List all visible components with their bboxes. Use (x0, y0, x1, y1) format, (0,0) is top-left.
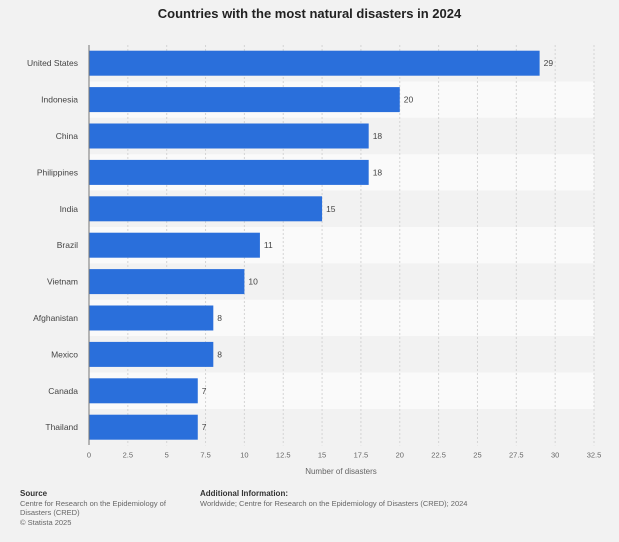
x-tick-label: 2.5 (123, 450, 133, 459)
category-label: United States (27, 58, 78, 68)
category-label: Mexico (51, 349, 78, 359)
bar[interactable] (89, 305, 214, 331)
bar[interactable] (89, 50, 540, 76)
x-axis-label: Number of disasters (305, 467, 377, 476)
value-label: 18 (373, 167, 383, 177)
additional-text: Worldwide; Centre for Research on the Ep… (200, 498, 468, 508)
bar[interactable] (89, 414, 198, 440)
chart-title: Countries with the most natural disaster… (157, 6, 462, 21)
bar[interactable] (89, 341, 214, 367)
value-label: 29 (544, 58, 554, 68)
value-label: 11 (264, 240, 273, 250)
bar[interactable] (89, 87, 400, 113)
x-tick-label: 25 (473, 450, 481, 459)
category-label: Philippines (37, 167, 78, 177)
x-tick-label: 20 (396, 450, 404, 459)
x-tick-labels: 0 2.5 5 7.5 10 12.5 15 17.5 20 22.5 25 27.5 30 32.5 (87, 450, 601, 459)
category-label: Thailand (45, 422, 78, 432)
category-label: Brazil (57, 240, 78, 250)
x-tick-label: 5 (165, 450, 169, 459)
value-label: 15 (326, 204, 336, 214)
x-tick-label: 27.5 (509, 450, 524, 459)
value-labels: 29 20 18 18 15 11 10 8 8 7 7 (202, 58, 554, 432)
x-tick-label: 22.5 (431, 450, 446, 459)
bar-chart: United States Indonesia China Philippines In… (27, 45, 601, 476)
category-label: Indonesia (41, 95, 78, 105)
x-tick-label: 32.5 (587, 450, 602, 459)
category-label: Vietnam (47, 277, 78, 287)
value-label: 7 (202, 386, 207, 396)
category-label: Canada (48, 386, 78, 396)
x-tick-label: 10 (240, 450, 248, 459)
x-tick-label: 0 (87, 450, 91, 459)
category-label: China (56, 131, 78, 141)
x-tick-label: 30 (551, 450, 559, 459)
bar[interactable] (89, 269, 245, 295)
category-label: India (60, 204, 79, 214)
source-heading: Source (20, 489, 48, 498)
x-tick-label: 15 (318, 450, 326, 459)
value-label: 10 (248, 277, 258, 287)
additional-heading: Additional Information: (200, 489, 288, 498)
x-tick-label: 17.5 (354, 450, 369, 459)
value-label: 20 (404, 95, 414, 105)
value-label: 18 (373, 131, 383, 141)
value-label: 8 (217, 349, 222, 359)
copyright: © Statista 2025 (20, 517, 72, 527)
bar[interactable] (89, 159, 369, 185)
bars (89, 50, 540, 440)
bar[interactable] (89, 378, 198, 404)
category-labels: United States Indonesia China Philippines In… (27, 58, 78, 432)
source-text: Centre for Research on the Epidemiology … (20, 498, 166, 518)
value-label: 8 (217, 313, 222, 323)
source-block: Source Centre for Research on the Epidem… (20, 489, 190, 527)
bar[interactable] (89, 196, 323, 222)
category-label: Afghanistan (33, 313, 78, 323)
bar[interactable] (89, 232, 260, 258)
bar[interactable] (89, 123, 369, 149)
value-label: 7 (202, 422, 207, 432)
additional-info-block: Additional Information: Worldwide; Centr… (200, 489, 600, 508)
x-tick-label: 7.5 (200, 450, 210, 459)
x-tick-label: 12.5 (276, 450, 291, 459)
